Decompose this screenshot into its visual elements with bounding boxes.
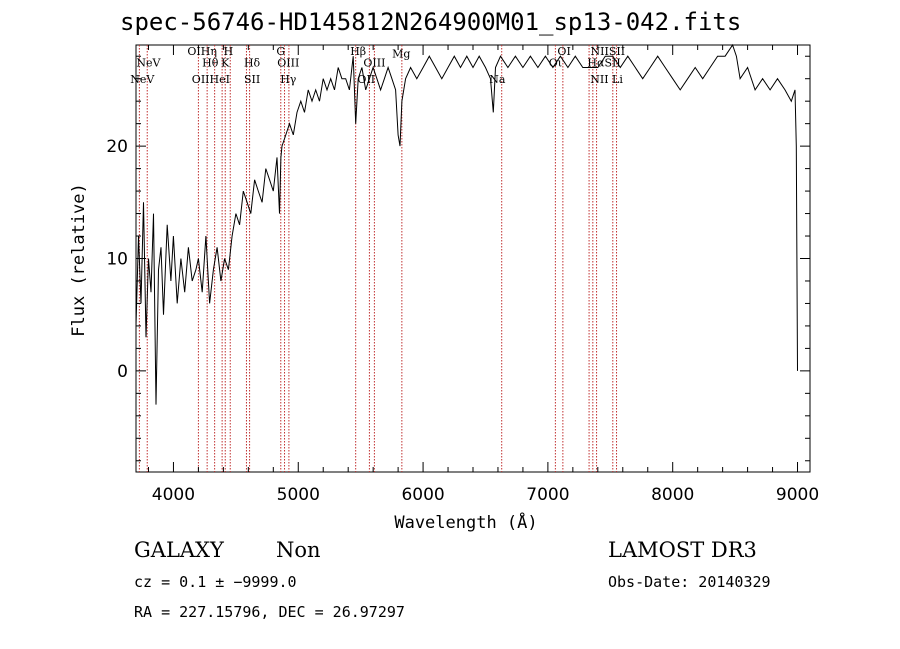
redshift-line: cz = 0.1 ± −9999.0	[134, 573, 297, 591]
obs-date-label: Obs-Date: 20140329	[608, 573, 771, 591]
y-tick-label: 10	[106, 250, 128, 270]
emission-line-label: Mg	[392, 47, 410, 60]
emission-line-markers	[138, 45, 618, 472]
y-axis-ticks: 0 10 20	[106, 55, 810, 462]
emission-line-label: Na	[489, 73, 506, 86]
survey-label: LAMOST DR3	[608, 538, 757, 562]
x-axis-ticks: 4000 5000 6000 7000 8000 9000	[147, 45, 819, 505]
emission-line-label: NII Li	[590, 73, 623, 86]
emission-line-label: OIIHeI	[192, 73, 230, 86]
x-tick-label: 9000	[776, 485, 819, 505]
emission-line-label: OI	[557, 45, 570, 58]
emission-line-label: Hβ	[350, 45, 366, 58]
emission-line-label: NeV	[130, 73, 155, 86]
emission-line-label: HαSII	[587, 56, 620, 69]
plot-axes	[135, 44, 811, 473]
emission-line-label: OIII	[277, 56, 299, 69]
x-tick-label: 6000	[401, 485, 444, 505]
emission-line-label: Hθ	[202, 56, 219, 69]
x-tick-label: 5000	[277, 485, 320, 505]
emission-line-label: Oι	[549, 56, 562, 69]
emission-line-label: OII	[357, 73, 375, 86]
x-tick-label: 7000	[526, 485, 569, 505]
emission-line-label: K	[221, 56, 230, 69]
emission-line-label: SII	[244, 73, 260, 86]
emission-line-label: NIISII	[591, 45, 626, 58]
spectrum-series-line	[135, 43, 798, 405]
emission-line-label: NeV	[136, 56, 161, 69]
subclass-label: Non	[276, 538, 321, 562]
x-tick-label: 8000	[651, 485, 694, 505]
x-tick-label: 4000	[152, 485, 195, 505]
y-tick-label: 20	[106, 137, 128, 157]
emission-line-label: Hγ	[280, 73, 297, 86]
class-label: GALAXY	[134, 538, 224, 562]
chart-title: spec-56746-HD145812N264900M01_sp13-042.f…	[120, 8, 742, 36]
y-tick-label: 0	[117, 362, 128, 382]
y-axis-label: Flux (relative)	[69, 183, 89, 337]
plot-frame	[135, 44, 811, 473]
emission-line-label: OIHη	[187, 45, 217, 58]
emission-line-label: Hδ	[244, 56, 261, 69]
emission-line-label: H	[224, 45, 234, 58]
emission-line-label: OIII	[363, 56, 385, 69]
coordinates-line: RA = 227.15796, DEC = 26.97297	[134, 603, 405, 621]
x-axis-label: Wavelength (Å)	[394, 511, 537, 533]
emission-line-label: G	[276, 45, 285, 58]
